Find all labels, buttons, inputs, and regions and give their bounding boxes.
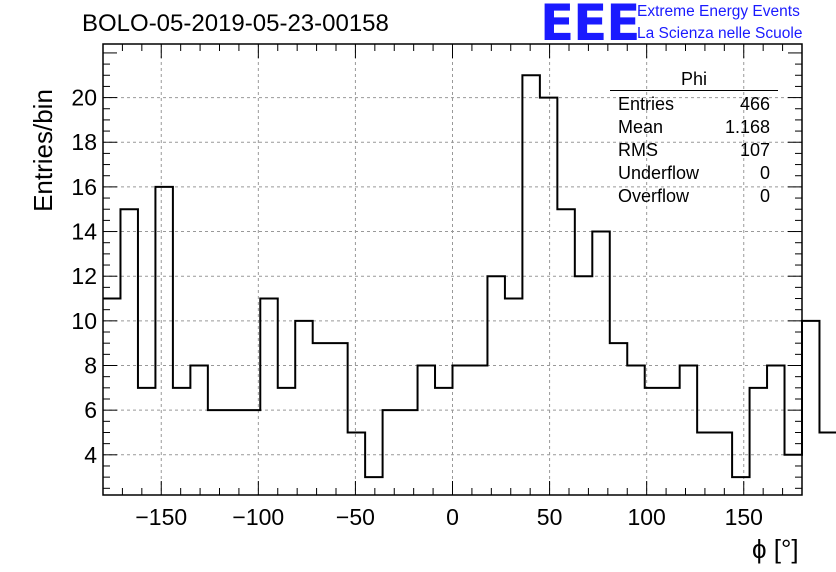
stats-label: Mean <box>618 117 664 137</box>
stats-row-rms: RMS 107 <box>610 139 778 162</box>
stats-value: 0 <box>759 186 770 206</box>
stats-value: 466 <box>739 94 770 114</box>
logo-line-1: Extreme Energy Events <box>637 3 800 20</box>
stats-title: Phi <box>610 68 778 91</box>
y-tick-label: 6 <box>84 397 97 423</box>
histogram-line <box>103 74 836 479</box>
plot-frame <box>102 43 803 496</box>
y-tick-label: 4 <box>84 442 97 468</box>
tick-labels: −150 −100 −50 0 50 100 150 4 6 8 10 12 14 16 18 20 <box>71 85 763 530</box>
y-tick-label: 16 <box>71 174 97 200</box>
stats-value: 107 <box>739 140 770 160</box>
y-tick-label: 20 <box>71 85 97 111</box>
eee-logo: EEE <box>540 0 640 52</box>
stats-row-mean: Mean 1.168 <box>610 116 778 139</box>
axis-ticks <box>103 44 802 495</box>
y-tick-label: 10 <box>71 308 97 334</box>
x-tick-label: 100 <box>627 504 665 530</box>
x-tick-label: 0 <box>446 504 459 530</box>
y-axis-label-box: Entries/bin <box>2 89 58 212</box>
stats-row-underflow: Underflow 0 <box>610 162 778 185</box>
x-tick-label: 50 <box>537 504 563 530</box>
stats-label: RMS <box>618 140 658 160</box>
x-tick-label: −150 <box>135 504 187 530</box>
y-tick-label: 8 <box>84 353 97 379</box>
chart-title: BOLO-05-2019-05-23-00158 <box>82 10 389 37</box>
stats-label: Underflow <box>618 163 700 183</box>
y-axis-label: Entries/bin <box>27 89 58 212</box>
y-tick-label: 14 <box>71 219 97 245</box>
stats-row-entries: Entries 466 <box>610 93 778 116</box>
stats-box: Phi Entries 466 Mean 1.168 RMS 107 Underflo… <box>610 68 778 208</box>
logo-line-2: La Scienza nelle Scuole <box>637 25 803 42</box>
stats-row-overflow: Overflow 0 <box>610 185 778 208</box>
stats-value: 0 <box>759 163 770 183</box>
stats-label: Overflow <box>618 186 690 206</box>
x-tick-label: −50 <box>336 504 375 530</box>
stats-label: Entries <box>618 94 675 114</box>
x-tick-label: 150 <box>725 504 763 530</box>
x-axis-label: ϕ [°] <box>752 534 799 564</box>
stats-value: 1.168 <box>724 117 770 137</box>
y-tick-label: 12 <box>71 263 97 289</box>
y-tick-label: 18 <box>71 129 97 155</box>
x-tick-label: −100 <box>232 504 284 530</box>
